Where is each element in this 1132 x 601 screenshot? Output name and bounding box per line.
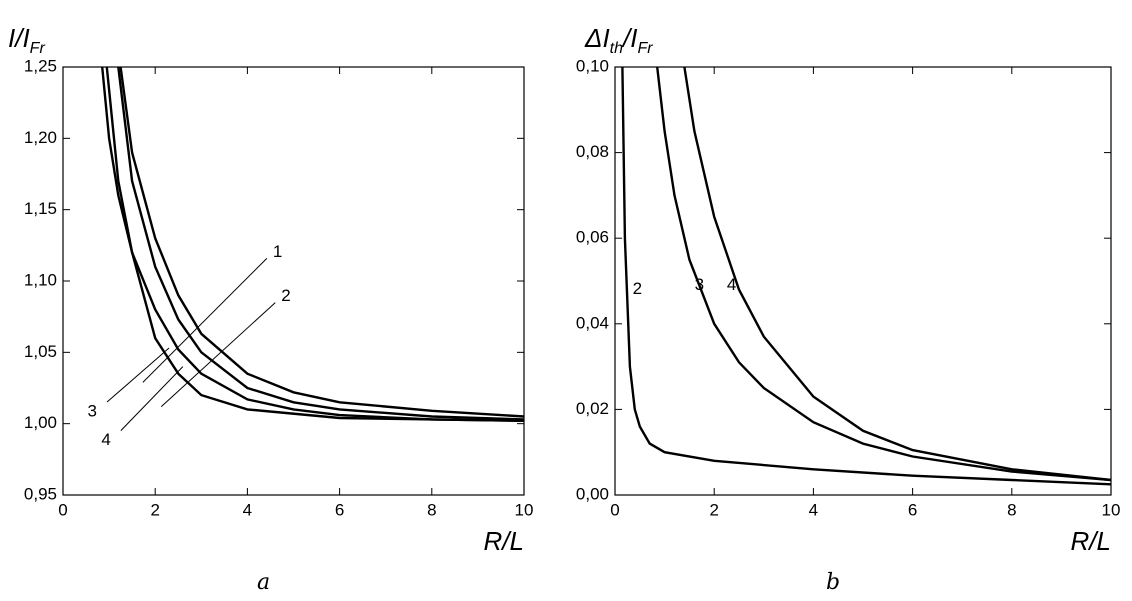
y-tick-label: 1,10 (24, 270, 57, 289)
x-axis-label: R/L (484, 526, 524, 556)
y-axis-label-part: I/I (8, 23, 30, 53)
x-tick-label: 4 (243, 500, 252, 519)
curve (683, 67, 1111, 482)
x-tick-label: 2 (150, 500, 159, 519)
y-tick-label: 0,06 (576, 228, 609, 247)
x-tick-label: 8 (427, 500, 436, 519)
x-tick-label: 10 (515, 500, 534, 519)
y-axis-label-sub: th (610, 40, 623, 57)
y-tick-label: 0,10 (576, 56, 609, 75)
curve (117, 67, 524, 421)
y-axis-label-part: /I (621, 23, 637, 53)
curve-label: 3 (88, 402, 97, 421)
y-tick-label: 1,00 (24, 413, 57, 432)
curve (119, 67, 524, 418)
curve (105, 67, 524, 422)
leader-line (142, 257, 268, 383)
panel-label: b (826, 570, 840, 595)
y-tick-label: 1,05 (24, 342, 57, 361)
x-tick-label: 10 (1102, 500, 1121, 519)
y-axis-label-sub: Fr (30, 40, 46, 57)
curve-label: 4 (101, 430, 110, 449)
y-tick-label: 0,02 (576, 399, 609, 418)
leader-line (160, 302, 276, 407)
plot-frame (614, 66, 1112, 496)
curve-label: 1 (273, 242, 282, 261)
y-axis-label-sub: Fr (637, 40, 653, 57)
x-axis-label: R/L (1071, 526, 1111, 556)
x-tick-label: 6 (335, 500, 344, 519)
curve (656, 67, 1111, 482)
leader-line (106, 347, 170, 403)
plot-frame (62, 66, 525, 496)
panel-label: a (257, 570, 270, 595)
y-tick-label: 0,04 (576, 313, 609, 332)
y-tick-label: 1,25 (24, 56, 57, 75)
curve (621, 67, 1111, 486)
x-tick-label: 0 (610, 500, 619, 519)
y-axis-label: ΔIth/IFr (584, 23, 653, 57)
y-tick-label: 1,15 (24, 199, 57, 218)
curve-label: 2 (633, 279, 642, 298)
curve (101, 67, 524, 422)
curve-label: 4 (727, 275, 736, 294)
x-tick-label: 0 (58, 500, 67, 519)
leader-line (120, 366, 184, 431)
y-tick-label: 0,00 (576, 484, 609, 503)
x-tick-label: 2 (709, 500, 718, 519)
y-tick-label: 0,95 (24, 484, 57, 503)
y-axis-label-part: ΔI (584, 23, 610, 53)
y-tick-label: 1,20 (24, 128, 57, 147)
x-tick-label: 6 (908, 500, 917, 519)
curve-label: 2 (281, 286, 290, 305)
curve-label: 3 (695, 275, 704, 294)
x-tick-label: 4 (809, 500, 818, 519)
y-axis-label: I/IFr (8, 23, 45, 57)
y-tick-label: 0,08 (576, 142, 609, 161)
x-tick-label: 8 (1007, 500, 1016, 519)
